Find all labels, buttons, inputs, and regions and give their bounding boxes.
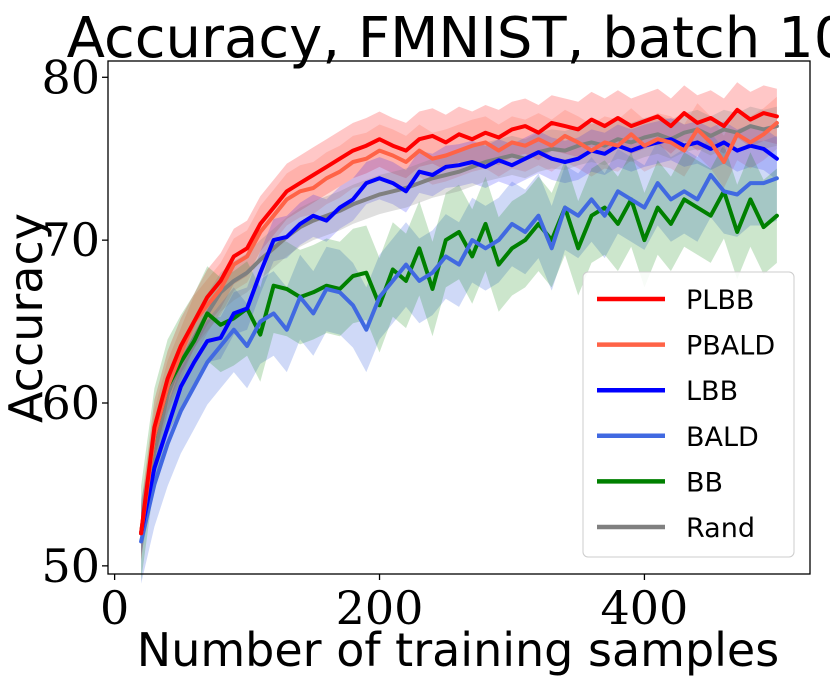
legend-label-rand: Rand [686,513,755,544]
y-tick-label: 60 [41,376,100,430]
legend-label-lbb: LBB [686,376,738,407]
x-axis-ticks: 0 200 400 [100,574,688,635]
y-tick-label: 50 [41,539,100,593]
line-pbald [139,120,779,536]
y-tick-label: 70 [41,213,100,267]
band-plbb [141,82,777,561]
band-rand [141,106,777,553]
line-bald [139,173,779,544]
legend-label-bb: BB [686,467,723,498]
y-axis-label: Accuracy [0,213,53,423]
line-lbb [139,137,779,536]
band-pbald [141,96,777,560]
x-tick-label: 0 [100,581,129,635]
legend-label-pbald: PBALD [686,331,775,362]
chart-title: Accuracy, FMNIST, batch 10 [67,6,830,71]
band-bb [141,144,777,581]
x-axis-label: Number of training samples [137,623,779,677]
plot-area-frame [107,60,811,575]
y-tick-label: 80 [41,50,100,104]
legend-label-plbb: PLBB [686,285,754,316]
legend-label-bald: BALD [686,422,759,453]
legend: PLBB PBALD LBB BALD BB Rand [582,271,795,558]
x-tick-label: 200 [336,581,424,635]
x-tick-label: 400 [601,581,689,635]
line-plbb [139,107,779,536]
y-axis-ticks: 50 60 70 80 [41,50,108,593]
series-lines [139,107,779,544]
